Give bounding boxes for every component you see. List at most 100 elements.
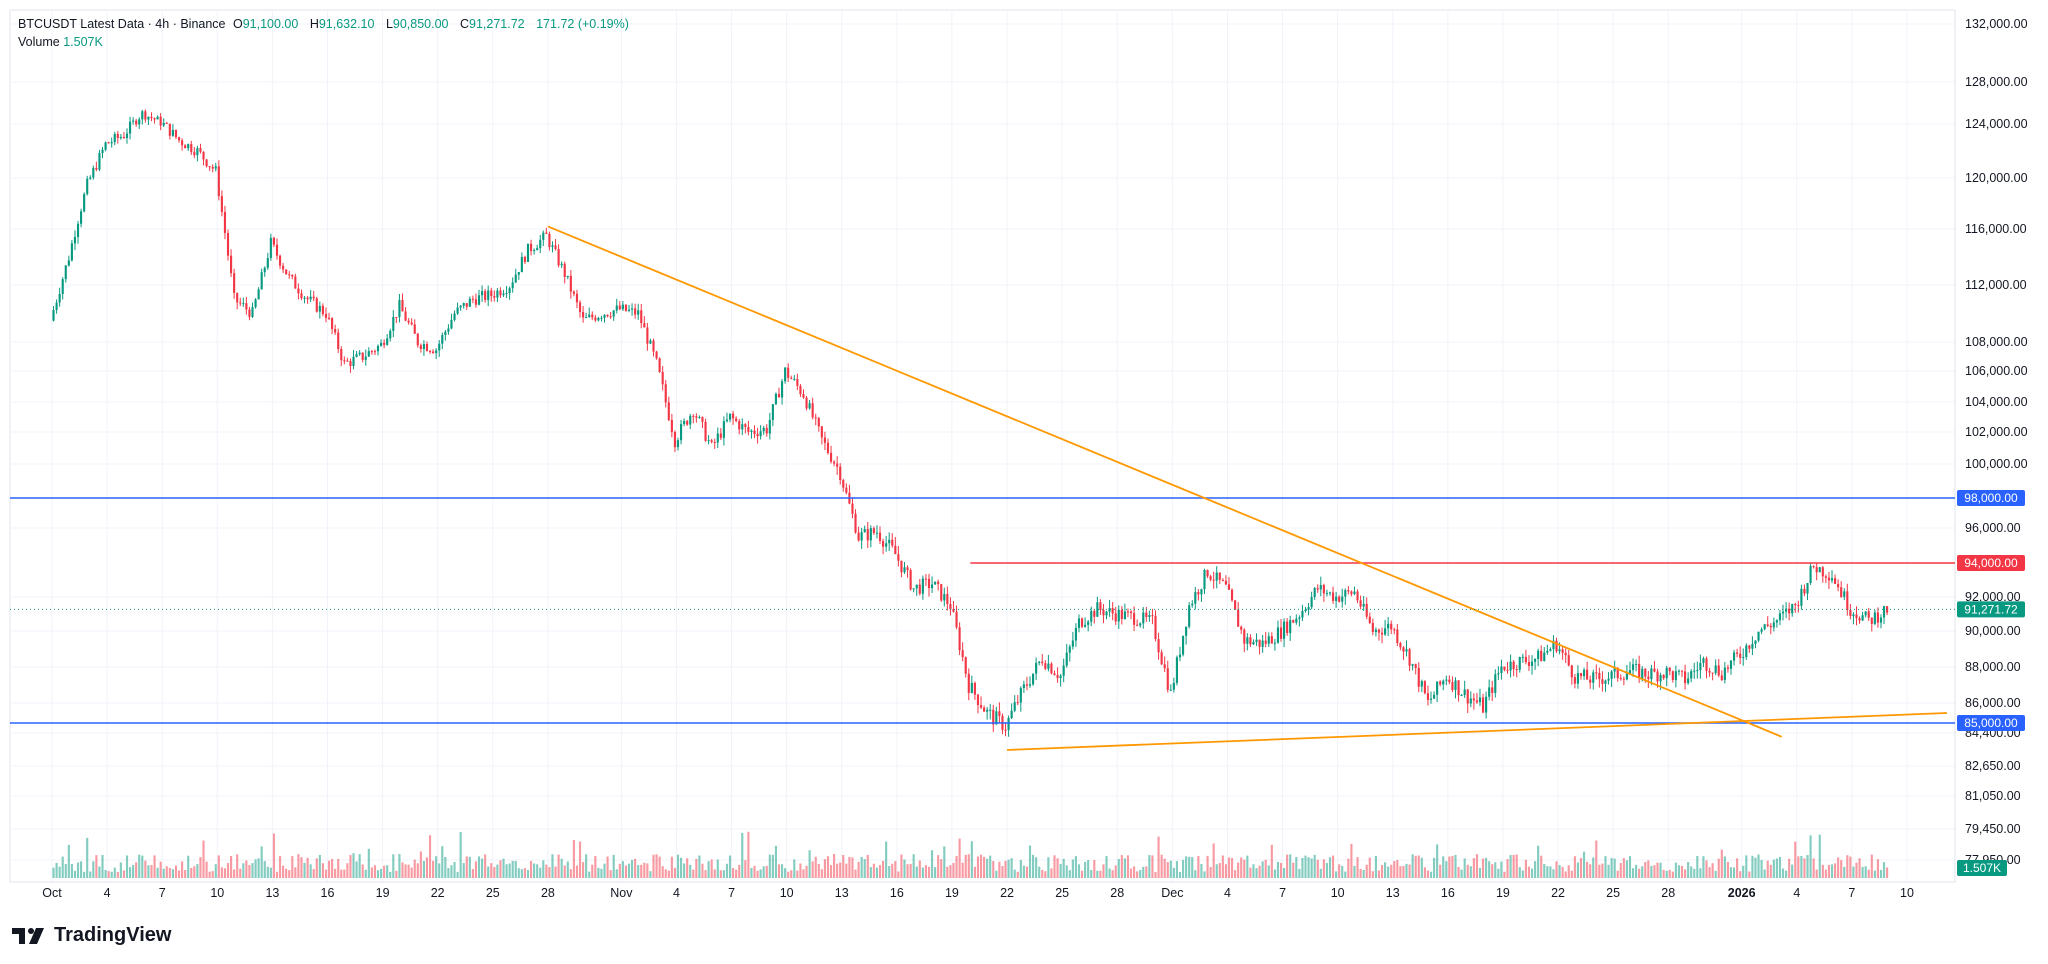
volume-bar: [1809, 835, 1812, 878]
volume-bar: [1656, 862, 1659, 878]
candle-body: [563, 263, 566, 277]
volume-bar: [1521, 870, 1524, 878]
volume-bar: [1659, 862, 1662, 878]
volume-bar: [1234, 870, 1237, 878]
trendline-ascending[interactable]: [1007, 712, 1948, 751]
x-tick-label: 10: [1900, 886, 1914, 900]
volume-bar: [937, 855, 940, 878]
volume-bar: [888, 866, 891, 878]
volume-bar: [367, 848, 370, 878]
volume-bar: [1185, 856, 1188, 878]
y-tick-label: 108,000.00: [1965, 335, 2028, 349]
candle-body: [138, 119, 141, 125]
volume-bar: [774, 845, 778, 878]
candle-body: [324, 313, 328, 318]
candle-body: [863, 529, 866, 533]
candle-body: [187, 144, 190, 149]
volume-bar: [1420, 857, 1423, 878]
volume-bar: [805, 865, 808, 878]
candle-body: [1818, 567, 1821, 573]
volume-bar: [1463, 858, 1466, 878]
candle-body: [998, 711, 1001, 716]
candle-body: [401, 300, 404, 312]
volume-bar: [1273, 869, 1276, 878]
candle-body: [116, 133, 119, 139]
candle-body: [1662, 675, 1665, 679]
volume-bar: [1338, 864, 1341, 878]
volume-bar: [1460, 869, 1463, 878]
candle-body: [119, 136, 122, 139]
volume-bar: [924, 865, 928, 878]
candle-body: [952, 609, 955, 612]
x-tick-label: 2026: [1728, 886, 1756, 900]
candle-body: [817, 417, 820, 427]
candle-body: [891, 539, 894, 546]
volume-bar: [1647, 860, 1650, 878]
candle-body: [1843, 591, 1846, 597]
candle-body: [983, 707, 986, 712]
candle-body: [1613, 667, 1616, 672]
candle-body: [355, 354, 358, 357]
symbol-header: BTCUSDT Latest Data · 4h · Binance O91,1…: [18, 17, 633, 31]
last-volume-tag: [1957, 860, 2007, 876]
candle-body: [1047, 663, 1050, 669]
volume-bar: [1105, 856, 1108, 878]
plot-area[interactable]: [9, 9, 1956, 883]
volume-bar: [1307, 857, 1310, 878]
tradingview-brand[interactable]: TradingView: [12, 924, 171, 947]
volume-bar: [1472, 858, 1475, 878]
candle-body: [1488, 687, 1491, 697]
candle-body: [266, 258, 269, 268]
candle-body: [1338, 596, 1341, 602]
volume-bar: [973, 866, 976, 878]
candle-body: [1087, 621, 1090, 625]
candle-body: [1071, 640, 1074, 647]
volume-bar: [407, 864, 410, 878]
candle-body: [1766, 624, 1769, 626]
volume-bar: [226, 863, 230, 878]
volume-bar: [462, 863, 465, 878]
volume-bar: [349, 855, 352, 878]
candle-body: [1870, 617, 1873, 624]
volume-bar: [392, 854, 395, 878]
volume-bar: [61, 856, 64, 878]
volume-bar: [447, 868, 450, 878]
volume-bar: [318, 854, 321, 878]
candle-body: [1301, 611, 1304, 618]
candle-body: [1723, 667, 1726, 680]
candle-body: [1797, 604, 1800, 606]
volume-bar: [594, 855, 597, 878]
candle-body: [125, 133, 129, 138]
volume-bar: [878, 865, 882, 878]
trendline-descending[interactable]: [547, 225, 1783, 738]
volume-bar: [477, 856, 481, 878]
candle-body: [383, 342, 386, 345]
candle-body: [425, 343, 429, 351]
candle-body: [903, 567, 906, 573]
candle-body: [1420, 681, 1423, 687]
volume-bar: [73, 870, 77, 878]
candle-body: [1491, 687, 1494, 693]
candle-body: [471, 298, 474, 300]
candle-body: [578, 302, 582, 312]
volume-bar: [1344, 871, 1347, 878]
volume-bar: [364, 869, 367, 878]
candle-body: [529, 243, 533, 252]
symbol-label[interactable]: BTCUSDT Latest Data · 4h · Binance: [18, 17, 226, 31]
volume-bar: [612, 854, 615, 878]
candle-body: [1038, 661, 1041, 663]
volume-bar: [1359, 868, 1362, 878]
volume-bar: [1090, 869, 1093, 878]
price-level-label: 85,000.00: [1964, 716, 2018, 730]
volume-bar: [1169, 860, 1172, 878]
candle-body: [162, 122, 165, 126]
volume-bar: [940, 859, 943, 878]
candle-body: [964, 657, 967, 674]
volume-bar: [104, 870, 107, 878]
volume-bar: [266, 866, 269, 878]
volume-bar: [906, 864, 909, 878]
candle-body: [1702, 658, 1705, 663]
candle-body: [184, 145, 187, 149]
candle-body: [1344, 590, 1347, 597]
